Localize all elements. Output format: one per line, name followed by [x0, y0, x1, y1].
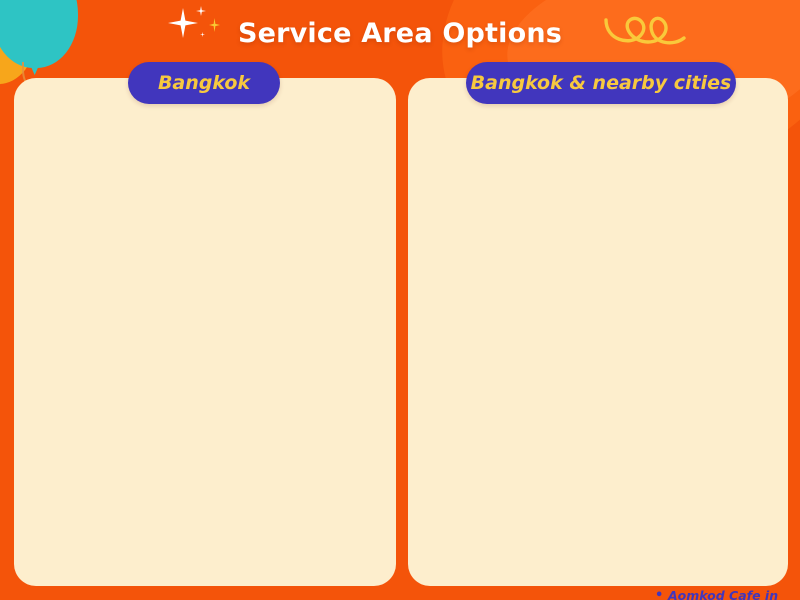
page-title: Service Area Options	[237, 18, 563, 49]
bangkok-nearby-card	[408, 78, 788, 586]
bangkok-nearby-pill[interactable]: Bangkok & nearby cities	[466, 62, 736, 104]
bangkok-card	[14, 78, 396, 586]
list-item: Aomkod Cafe in Amphawa	[655, 588, 786, 600]
bangkok-pill-label: Bangkok	[157, 72, 251, 94]
white-sparkle-small-icon	[196, 6, 206, 16]
white-dot-icon	[200, 32, 205, 37]
yellow-sparkle-icon	[209, 18, 220, 32]
bangkok-nearby-pill-label: Bangkok & nearby cities	[470, 72, 732, 94]
bangkok-pill[interactable]: Bangkok	[128, 62, 280, 104]
